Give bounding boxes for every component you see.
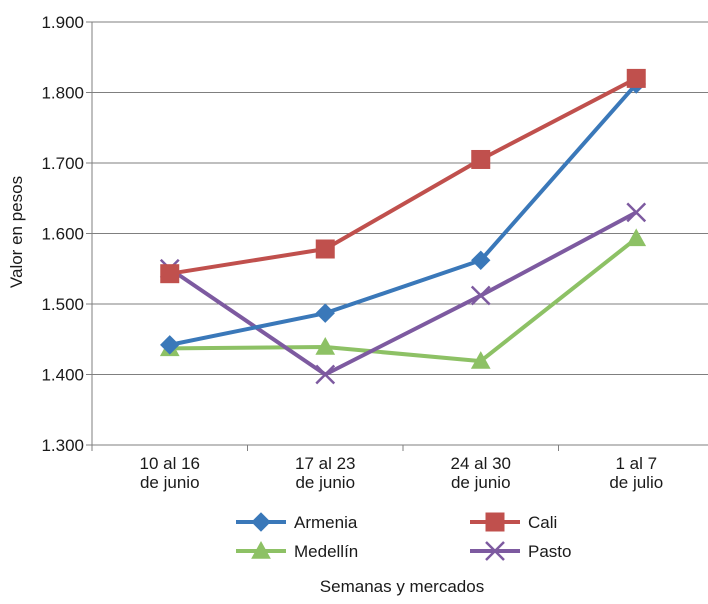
y-tick-label: 1.800 xyxy=(41,84,84,103)
legend-label: Pasto xyxy=(528,542,571,561)
series-cali xyxy=(160,68,646,284)
legend: Armenia Cali Medellín Pasto xyxy=(236,512,571,561)
y-tick-label: 1.900 xyxy=(41,13,84,32)
legend-item: Pasto xyxy=(470,541,571,561)
axes: 1.300 1.400 1.500 1.600 1.700 1.800 1.900 10 al… xyxy=(41,13,708,492)
y-tick-label: 1.300 xyxy=(41,436,84,455)
series-line xyxy=(169,76,638,276)
series-line xyxy=(169,236,638,364)
legend-label: Medellín xyxy=(294,542,358,561)
legend-label: Armenia xyxy=(294,513,358,532)
legend-item: Cali xyxy=(470,512,557,532)
data-point xyxy=(315,364,336,385)
series-line xyxy=(168,210,638,377)
data-point xyxy=(315,303,335,323)
series-line xyxy=(169,82,638,347)
x-tick-label: 1 al 7 de julio xyxy=(609,454,663,492)
legend-item: Armenia xyxy=(236,512,358,532)
data-point xyxy=(160,335,180,355)
y-tick-label: 1.600 xyxy=(41,225,84,244)
data-point xyxy=(471,250,491,270)
data-point xyxy=(471,149,491,169)
data-point xyxy=(626,202,647,223)
legend-item: Medellín xyxy=(236,540,358,561)
series-pasto xyxy=(159,202,647,385)
data-point xyxy=(470,285,491,306)
y-tick-label: 1.700 xyxy=(41,154,84,173)
data-point xyxy=(626,68,646,88)
data-point xyxy=(315,239,335,259)
data-point xyxy=(626,228,647,247)
data-point xyxy=(315,336,336,355)
y-axis-title: Valor en pesos xyxy=(7,176,26,288)
x-tick-label: 10 al 16 de junio xyxy=(140,454,201,492)
x-axis-title: Semanas y mercados xyxy=(320,577,484,596)
data-point xyxy=(160,264,180,284)
series-lines xyxy=(159,68,647,385)
gridlines xyxy=(92,21,708,375)
legend-label: Cali xyxy=(528,513,557,532)
x-tick-label: 24 al 30 de junio xyxy=(451,454,512,492)
y-tick-label: 1.500 xyxy=(41,295,84,314)
data-point xyxy=(470,351,491,369)
x-tick-label: 17 al 23 de junio xyxy=(295,454,356,492)
series-medellin xyxy=(159,228,647,369)
y-tick-label: 1.400 xyxy=(41,366,84,385)
